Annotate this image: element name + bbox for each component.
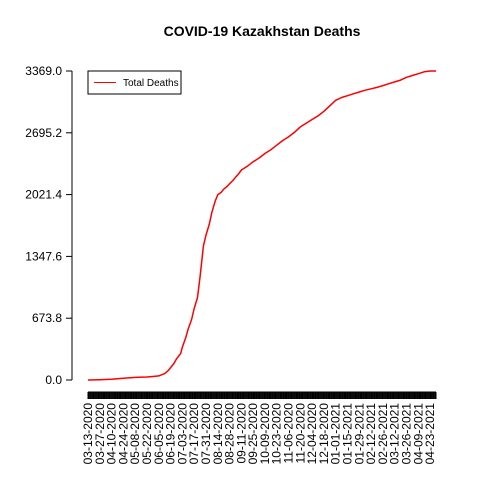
x-tick-label: 09-11-2020 <box>234 403 248 464</box>
x-tick-label: 07-17-2020 <box>187 403 201 465</box>
x-tick-label: 10-09-2020 <box>258 403 272 465</box>
x-tick-label: 01-15-2021 <box>341 403 355 465</box>
x-tick-label: 04-24-2020 <box>116 403 130 465</box>
y-tick-label: 2021.4 <box>25 188 62 202</box>
x-tick-label: 04-10-2020 <box>105 403 119 465</box>
x-tick-label: 07-03-2020 <box>175 403 189 465</box>
x-tick-label: 10-23-2020 <box>270 403 284 465</box>
legend-box <box>87 70 182 95</box>
axes: 0.0 673.8 1347.6 2021.4 2695.2 3369.0 03-13-20… <box>25 64 437 464</box>
x-tick-label: 07-31-2020 <box>199 403 213 465</box>
series-line-total-deaths <box>87 70 436 381</box>
x-tick-label: 12-18-2020 <box>317 403 331 465</box>
y-tick-label: 673.8 <box>32 311 62 325</box>
y-tick-label: 1347.6 <box>25 249 62 263</box>
x-tick-label: 12-04-2020 <box>305 403 319 465</box>
x-tick-label: 03-26-2021 <box>400 403 414 465</box>
x-tick-label: 05-22-2020 <box>140 403 154 465</box>
x-tick-label: 05-08-2020 <box>128 403 142 465</box>
legend: Total Deaths <box>87 70 182 95</box>
x-tick-label: 08-28-2020 <box>223 403 237 465</box>
legend-label-total-deaths: Total Deaths <box>123 78 179 89</box>
x-tick-label: 01-29-2021 <box>352 403 366 465</box>
y-tick-label: 2695.2 <box>25 126 62 140</box>
x-tick-label: 03-12-2021 <box>388 403 402 465</box>
series-layer <box>87 70 436 381</box>
x-tick-label: 02-26-2021 <box>376 403 390 465</box>
y-tick-label: 0.0 <box>45 373 62 387</box>
x-tick-label: 09-25-2020 <box>246 403 260 465</box>
x-tick-label: 08-14-2020 <box>211 403 225 465</box>
y-tick-label: 3369.0 <box>25 64 62 78</box>
x-tick-label: 02-12-2021 <box>364 403 378 465</box>
x-tick-label: 11-06-2020 <box>282 403 296 464</box>
x-tick-label: 03-13-2020 <box>81 403 95 465</box>
x-tick-label: 03-27-2020 <box>93 403 107 465</box>
x-tick-label: 01-01-2021 <box>329 403 343 465</box>
chart-title: COVID-19 Kazakhstan Deaths <box>164 23 361 39</box>
x-tick-label: 04-09-2021 <box>411 403 425 465</box>
x-tick-label: 04-23-2021 <box>423 403 437 465</box>
x-tick-label: 11-20-2020 <box>293 403 307 464</box>
x-tick-label: 06-19-2020 <box>164 403 178 465</box>
x-tick-label: 06-05-2020 <box>152 403 166 465</box>
